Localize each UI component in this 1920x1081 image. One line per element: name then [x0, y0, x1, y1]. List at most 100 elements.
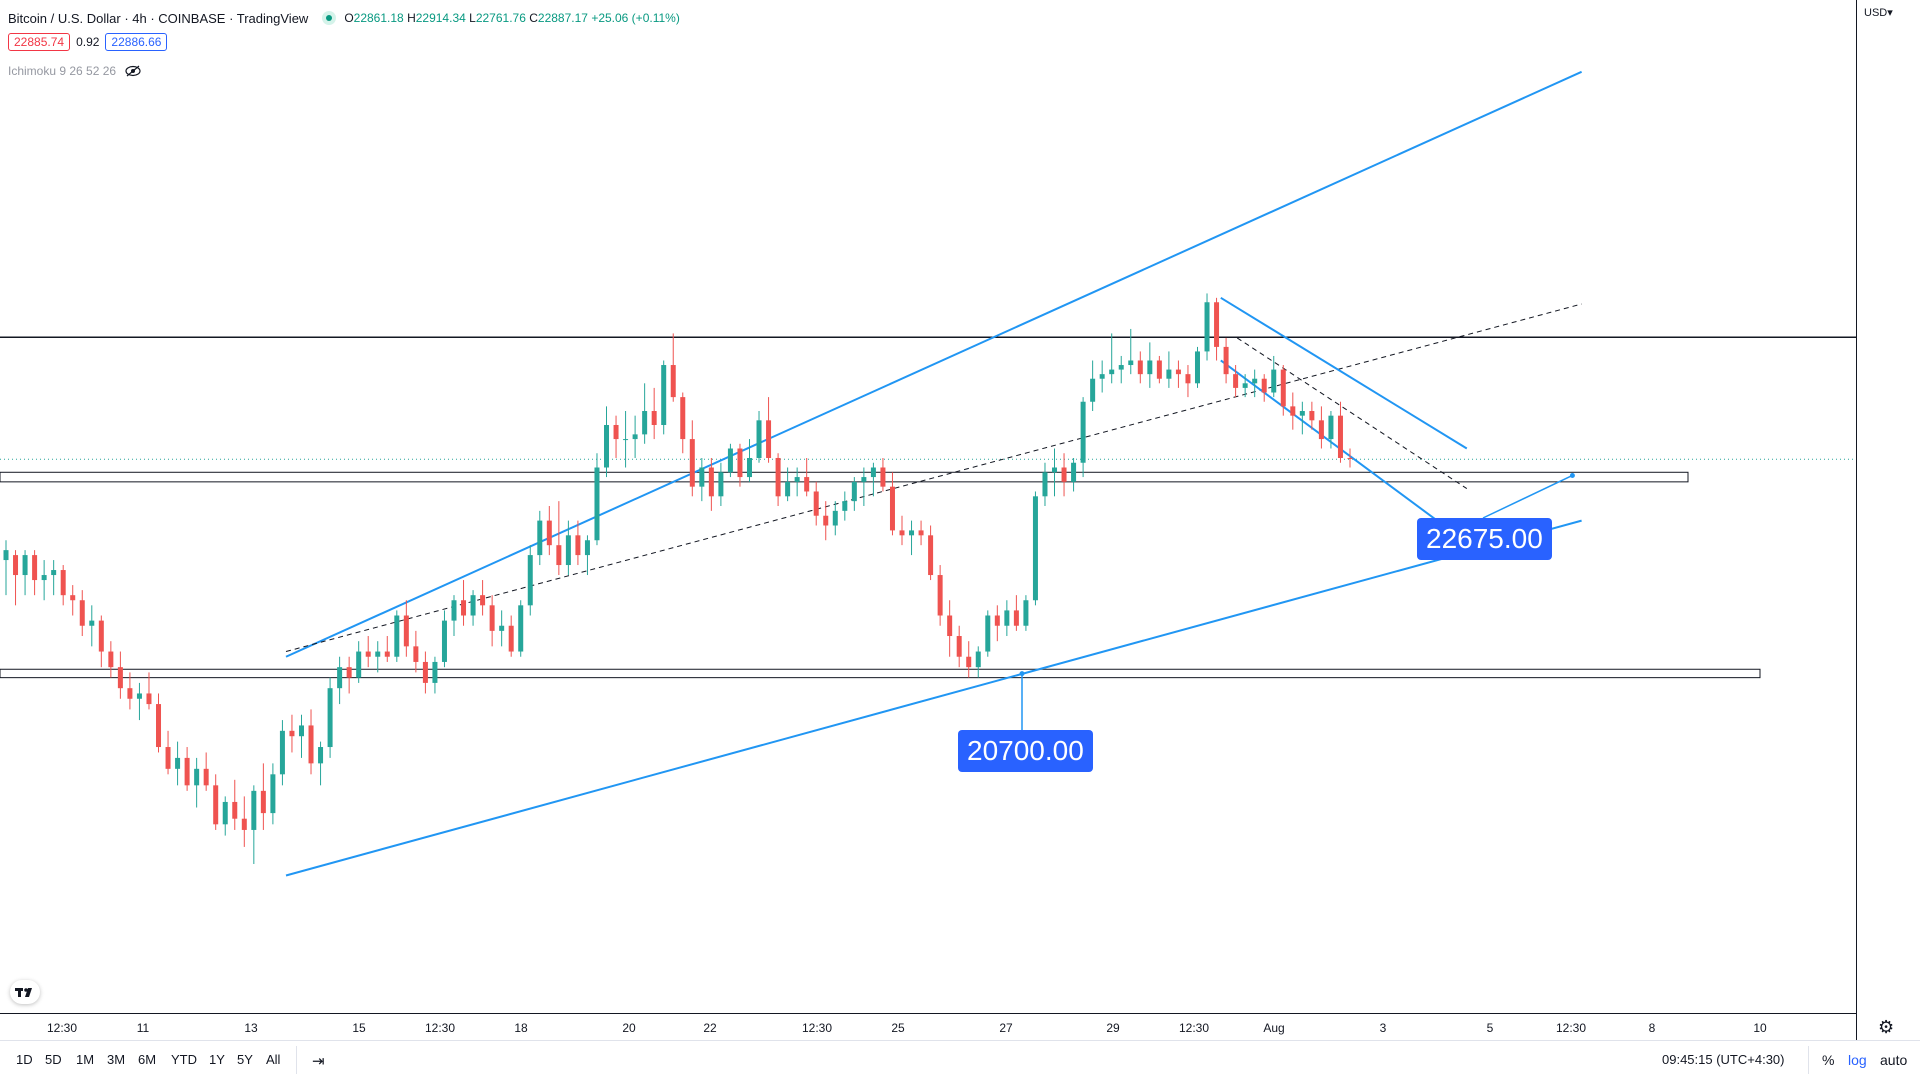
price-axis[interactable] [1856, 0, 1920, 1040]
candle-body [1347, 457, 1353, 459]
indicator-legend[interactable]: Ichimoku 9 26 52 26 [8, 64, 142, 78]
time-tick-label: 27 [999, 1021, 1013, 1035]
high-label: H [407, 11, 416, 25]
candle-body [527, 555, 533, 606]
price-callout-22675[interactable]: 22675.00 [1417, 518, 1552, 560]
time-tick-label: 12:30 [1556, 1021, 1586, 1035]
candle-body [222, 801, 228, 825]
range-5d-button[interactable]: 5D [45, 1052, 62, 1067]
candle-body [1299, 411, 1305, 416]
candle-body [13, 555, 19, 576]
price-callout-20700[interactable]: 20700.00 [958, 730, 1093, 772]
candle-body [260, 790, 266, 814]
low-value: 22761.76 [475, 11, 526, 25]
percent-scale-button[interactable]: % [1822, 1052, 1835, 1068]
candle-body [994, 615, 1000, 626]
candle-body [632, 434, 638, 440]
candle-body [356, 651, 362, 678]
candle-body [279, 730, 285, 775]
candle-body [1147, 360, 1153, 375]
range-1m-button[interactable]: 1M [76, 1052, 95, 1067]
chart-legend: Bitcoin / U.S. Dollar · 4h · COINBASE · … [8, 8, 680, 28]
candle-body [1261, 378, 1267, 393]
candle-body [604, 424, 610, 468]
range-1d-button[interactable]: 1D [16, 1052, 33, 1067]
candle-body [804, 477, 810, 492]
candle-body [461, 600, 467, 616]
candle-body [899, 530, 905, 536]
go-to-date-icon[interactable]: ⇥ [312, 1053, 325, 1070]
candle-body [1252, 378, 1258, 384]
candle-body [756, 420, 762, 458]
candle-body [537, 520, 543, 556]
desc-channel-upper-line [1220, 296, 1468, 450]
time-tick-label: 12:30 [1179, 1021, 1209, 1035]
candle-body [1109, 369, 1115, 375]
candle-body [1071, 462, 1077, 482]
time-axis[interactable] [0, 1013, 1856, 1014]
clock-timezone[interactable]: 09:45:15 (UTC+4:30) [1662, 1052, 1785, 1067]
candle-body [1290, 406, 1296, 416]
log-scale-button[interactable]: log [1848, 1052, 1867, 1068]
candle-body [947, 615, 953, 637]
range-6m-button[interactable]: 6M [138, 1052, 157, 1067]
candle-body [661, 365, 667, 425]
time-tick-label: 12:30 [47, 1021, 77, 1035]
symbol-title[interactable]: Bitcoin / U.S. Dollar · 4h · COINBASE · … [8, 10, 309, 26]
time-tick-label: 29 [1106, 1021, 1120, 1035]
candle-body [1137, 360, 1143, 375]
candle-body [70, 595, 76, 601]
candle-body [518, 605, 524, 652]
candle-body [508, 625, 514, 652]
candle-body [1052, 467, 1058, 473]
eye-hidden-icon[interactable] [124, 65, 142, 77]
candle-body [79, 600, 85, 626]
callout-anchor-point [1019, 671, 1025, 677]
candle-body [880, 467, 886, 487]
bid-ask: 22885.74 0.92 22886.66 [8, 33, 168, 51]
range-1y-button[interactable]: 1Y [209, 1052, 225, 1067]
candle-body [413, 646, 419, 662]
toolbar-divider [1808, 1046, 1809, 1074]
candle-body [451, 600, 457, 621]
candle-body [422, 661, 428, 683]
buy-button[interactable]: 22886.66 [105, 33, 168, 51]
range-all-button[interactable]: All [266, 1052, 281, 1067]
candle-body [889, 486, 895, 531]
candle-body [98, 620, 104, 652]
candle-body [127, 688, 133, 699]
candle-body [51, 570, 57, 576]
channel-upper-line [285, 70, 1583, 658]
candle-body [156, 704, 162, 748]
candle-body [1128, 360, 1134, 366]
tradingview-logo[interactable] [10, 980, 40, 1004]
candle-body [32, 555, 38, 581]
change-value: +25.06 (+0.11%) [591, 11, 680, 25]
candle-body [689, 439, 695, 487]
channel-mid-dashed-line [285, 303, 1582, 653]
callout-anchor-point [1569, 472, 1575, 478]
currency-selector[interactable]: USD▾ [1864, 6, 1893, 19]
range-5y-button[interactable]: 5Y [237, 1052, 253, 1067]
candle-body [909, 530, 915, 536]
candle-body [1214, 302, 1220, 347]
candle-body [727, 448, 733, 473]
candle-body [680, 397, 686, 440]
callout-leader-line [1482, 474, 1573, 519]
candle-body [718, 472, 724, 497]
range-ytd-button[interactable]: YTD [171, 1052, 197, 1067]
support-zone [0, 668, 1761, 679]
candle-body [270, 774, 276, 814]
sell-button[interactable]: 22885.74 [8, 33, 71, 51]
candle-body [1233, 374, 1239, 388]
candle-body [670, 365, 676, 398]
candle-body [832, 510, 838, 526]
candle-body [546, 520, 552, 546]
candle-body [870, 467, 876, 478]
gear-icon[interactable]: ⚙ [1878, 1017, 1895, 1037]
candle-body [1194, 351, 1200, 384]
auto-scale-button[interactable]: auto [1880, 1052, 1908, 1068]
candle-body [623, 439, 629, 441]
range-3m-button[interactable]: 3M [107, 1052, 126, 1067]
